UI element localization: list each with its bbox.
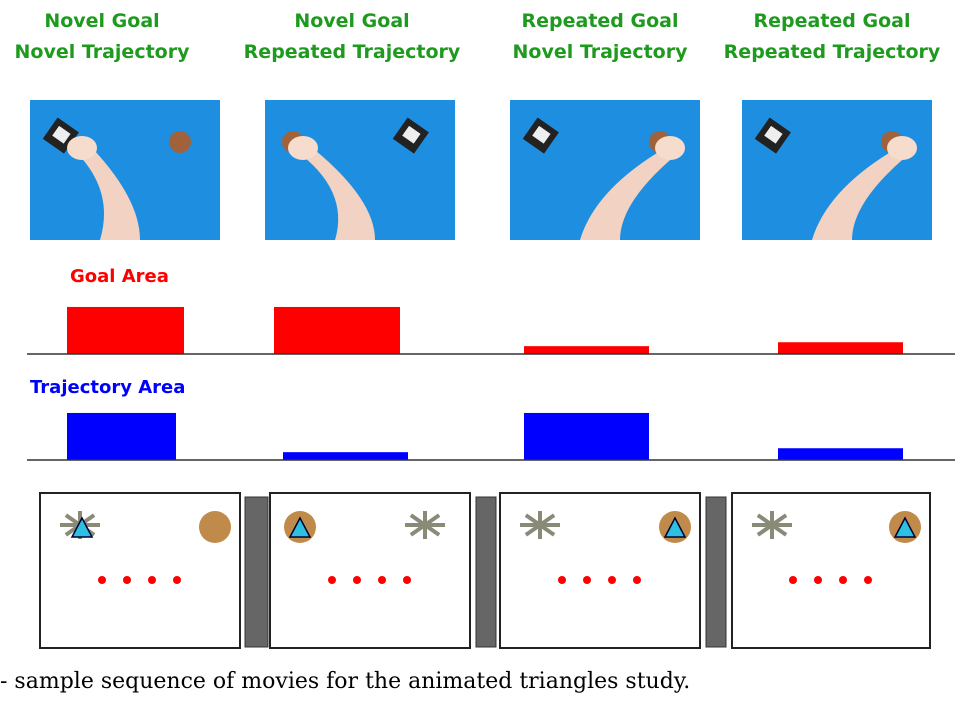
dot <box>814 576 822 584</box>
triangle <box>663 516 687 538</box>
floppy-label <box>532 125 551 144</box>
cookie <box>169 131 191 153</box>
key <box>64 513 82 527</box>
key <box>538 513 556 527</box>
floppy-label <box>764 125 783 144</box>
dot <box>583 576 591 584</box>
dot <box>789 576 797 584</box>
key <box>756 513 774 527</box>
hand <box>288 136 318 160</box>
arm <box>812 150 914 240</box>
hand <box>67 136 97 160</box>
column-header: Repeated Goal <box>522 10 679 32</box>
dot <box>378 576 386 584</box>
separator <box>475 496 497 648</box>
dot <box>148 576 156 584</box>
key <box>770 513 788 527</box>
key <box>538 523 556 537</box>
dot <box>328 576 336 584</box>
bar <box>67 412 176 460</box>
dot <box>608 576 616 584</box>
triangle <box>893 516 917 538</box>
key <box>524 513 542 527</box>
floppy-label <box>402 125 421 144</box>
column-header: Repeated Trajectory <box>724 41 941 63</box>
triangle <box>70 516 94 538</box>
cookie <box>199 511 231 543</box>
arm <box>295 150 375 240</box>
floppy-label <box>52 125 71 144</box>
column-header: Repeated Goal <box>754 10 911 32</box>
chart-title: Goal Area <box>70 266 169 287</box>
arm <box>580 150 682 240</box>
bar <box>67 306 184 354</box>
column-header: Novel Goal <box>44 10 159 32</box>
separator <box>244 496 269 648</box>
dot <box>864 576 872 584</box>
key <box>423 523 441 537</box>
dot <box>633 576 641 584</box>
separator <box>705 496 727 648</box>
frames <box>39 492 931 649</box>
column-header: Novel Goal <box>294 10 409 32</box>
bar <box>778 342 903 354</box>
hand <box>887 136 917 160</box>
dot <box>173 576 181 584</box>
bar <box>524 412 649 460</box>
photos <box>30 100 932 240</box>
column-header: Novel Trajectory <box>513 41 689 63</box>
bar <box>274 306 400 354</box>
caption: - sample sequence of movies for the anim… <box>0 669 690 694</box>
key <box>770 523 788 537</box>
bar <box>524 346 649 354</box>
triangle <box>288 516 312 538</box>
dot <box>403 576 411 584</box>
dot <box>98 576 106 584</box>
hand <box>655 136 685 160</box>
dot <box>353 576 361 584</box>
bar <box>283 452 408 460</box>
key <box>423 513 441 527</box>
bar <box>778 448 903 460</box>
column-header: Repeated Trajectory <box>244 41 461 63</box>
arm <box>74 150 140 240</box>
chart-title: Trajectory Area <box>30 377 185 398</box>
column-header: Novel Trajectory <box>15 41 191 63</box>
dot <box>558 576 566 584</box>
dot <box>123 576 131 584</box>
dot <box>839 576 847 584</box>
key <box>409 513 427 527</box>
